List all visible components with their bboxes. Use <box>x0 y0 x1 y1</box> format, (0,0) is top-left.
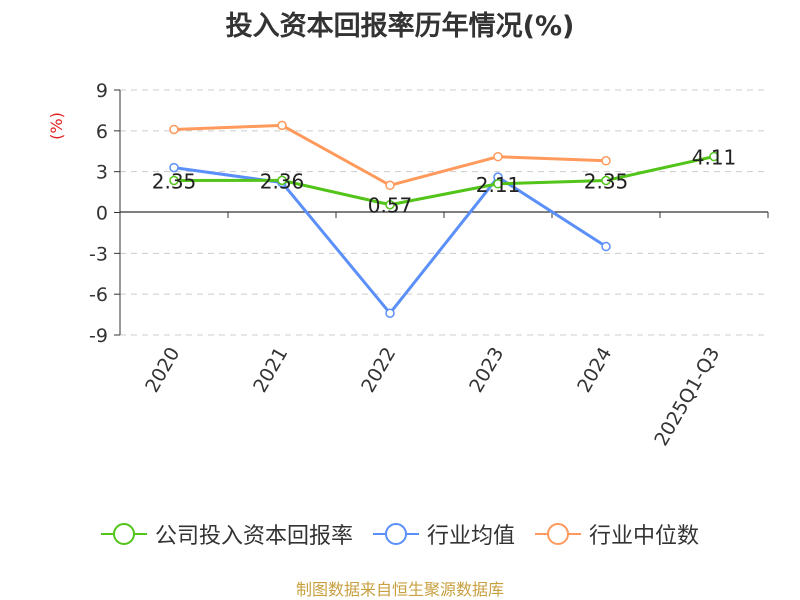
legend-item-company[interactable]: 公司投入资本回报率 <box>100 518 353 550</box>
y-tick-label: -6 <box>89 284 108 306</box>
x-tick-label: 2020 <box>141 344 184 397</box>
y-tick-label: -3 <box>89 243 108 265</box>
data-labels: 2.35 2.36 0.57 2.11 2.35 4.11 <box>152 146 737 218</box>
x-tick-labels: 2020 2021 2022 2023 2024 2025Q1-Q3 <box>141 344 724 450</box>
legend-marker-icon <box>100 522 147 546</box>
legend-item-industry-median[interactable]: 行业中位数 <box>535 518 699 550</box>
x-tick-label: 2022 <box>357 344 400 397</box>
data-point <box>601 156 611 166</box>
legend-item-industry-mean[interactable]: 行业均值 <box>372 518 515 550</box>
data-point <box>385 199 395 210</box>
data-point <box>169 175 179 186</box>
data-point <box>709 151 719 162</box>
data-point <box>277 175 287 186</box>
data-point <box>493 179 503 189</box>
chart-title: 投入资本回报率历年情况(%) <box>225 11 575 42</box>
x-tick-label: 2021 <box>249 344 292 397</box>
y-axis-label: (%) <box>47 112 66 140</box>
y-tick-label: 9 <box>96 80 108 102</box>
legend-label: 行业均值 <box>426 524 515 549</box>
legend-label: 公司投入资本回报率 <box>154 524 353 549</box>
data-point <box>169 162 179 173</box>
legend-label: 行业中位数 <box>589 524 700 549</box>
data-point <box>601 241 611 252</box>
series-line <box>173 155 715 207</box>
legend-marker-icon <box>372 522 419 546</box>
y-tick-label: 0 <box>96 203 108 225</box>
y-tick-label: 6 <box>96 121 108 143</box>
data-label: 0.57 <box>368 194 413 218</box>
data-point <box>493 151 503 162</box>
data-point <box>169 124 179 135</box>
series-lines <box>169 120 719 318</box>
data-label: 2.35 <box>152 170 197 194</box>
data-point <box>385 308 395 318</box>
data-point <box>601 175 611 186</box>
y-tick-label: -9 <box>89 325 108 347</box>
x-tick-label: 2024 <box>573 344 616 397</box>
data-point <box>277 120 287 131</box>
data-label: 4.11 <box>692 146 737 170</box>
y-tick-label: 3 <box>96 162 108 184</box>
legend-marker-icon <box>535 522 581 546</box>
x-tick-label: 2023 <box>465 344 508 397</box>
legend: 公司投入资本回报率 行业均值 行业中位数 <box>0 518 800 550</box>
data-label: 2.35 <box>584 170 629 194</box>
y-tick-labels: 9 6 3 0 -3 -6 -9 <box>89 80 108 347</box>
data-label: 2.36 <box>260 169 305 193</box>
data-point <box>385 180 395 191</box>
x-tick-label: 2025Q1-Q3 <box>650 344 724 450</box>
data-label: 2.11 <box>476 173 521 197</box>
data-source-note: 制图数据来自恒生聚源数据库 <box>295 580 504 599</box>
axes <box>119 90 769 335</box>
